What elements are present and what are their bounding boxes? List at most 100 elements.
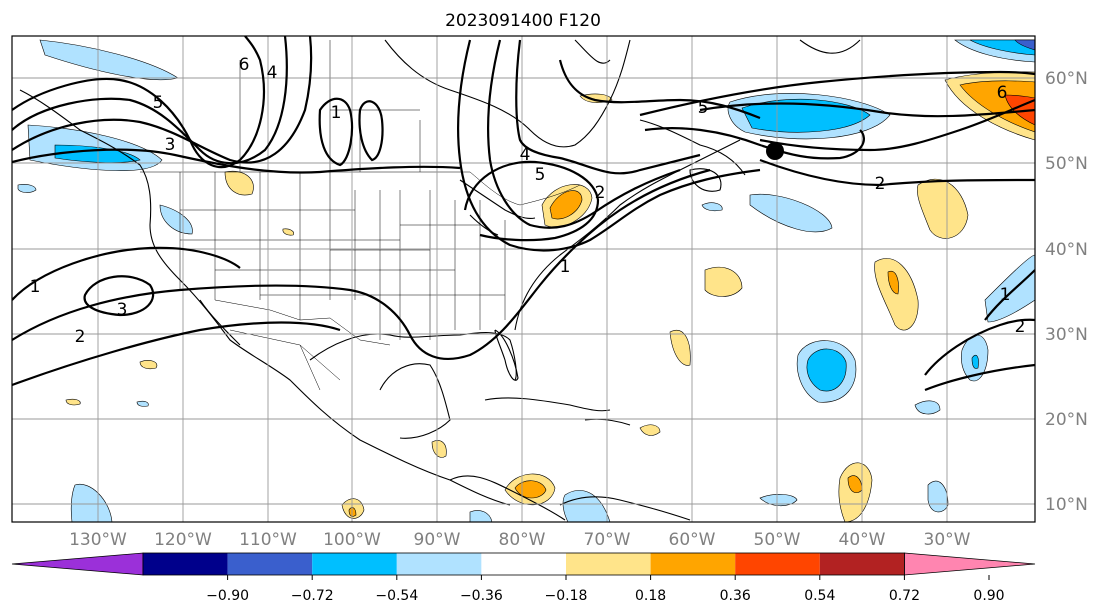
contours: [12, 36, 1035, 392]
lon-label: 110°W: [239, 530, 297, 550]
contour-label: 6: [997, 83, 1008, 103]
contour-label: 1: [560, 257, 571, 277]
colorbar-segment: [227, 553, 313, 575]
central-america: [449, 475, 566, 521]
anomaly-negative-light: [701, 202, 723, 212]
colorbar-tick-label: 0.90: [973, 588, 1004, 604]
contour-label: 2: [1015, 317, 1026, 337]
lon-label: 70°W: [584, 530, 631, 550]
lon-label: 50°W: [754, 530, 801, 550]
colorbar-tick-label: −0.36: [460, 588, 503, 604]
anomaly-negative-light: [562, 490, 611, 522]
anomaly-positive-mid: [549, 190, 583, 220]
contour-label: 1: [331, 103, 342, 123]
contour-line: [639, 70, 1035, 117]
contour-label: 1: [1000, 285, 1011, 305]
contour-label: 4: [520, 145, 531, 165]
anomaly-negative-light: [159, 204, 193, 235]
caribbean-cuba: [484, 397, 611, 412]
lat-label: 40°N: [1045, 240, 1088, 260]
anomaly-negative-strong: [806, 348, 847, 392]
shaded-anomalies: [17, 39, 1035, 522]
lat-label: 20°N: [1045, 410, 1088, 430]
lon-label: 100°W: [323, 530, 381, 550]
contour-line: [12, 148, 461, 174]
contour-line: [12, 246, 241, 301]
contour-label: 3: [165, 135, 176, 155]
anomaly-negative-strong: [741, 98, 871, 133]
contour-label: 3: [117, 300, 128, 320]
lon-label: 60°W: [669, 530, 716, 550]
contour-label: 2: [75, 327, 86, 347]
anomaly-positive-light: [874, 258, 919, 331]
anomaly-positive-mid: [959, 80, 1035, 133]
contour-label: 2: [875, 174, 886, 194]
contour-line: [759, 98, 1035, 152]
borders: [140, 40, 581, 391]
anomaly-positive-mid: [514, 480, 547, 499]
contour-line: [12, 36, 288, 165]
contour-line: [83, 275, 155, 317]
map-title: 2023091400 F120: [445, 11, 601, 31]
colorbar-tick-label: −0.18: [545, 588, 588, 604]
colorbar-extension-min: [11, 552, 144, 576]
anomaly-negative-light: [136, 400, 149, 407]
yucatan: [379, 363, 451, 439]
lat-label: 30°N: [1045, 325, 1088, 345]
contour-label: 4: [267, 63, 278, 83]
anomaly-positive-light: [431, 440, 447, 458]
colorbar-tick-label: 0.18: [635, 588, 666, 604]
colorbar-segment: [735, 553, 820, 575]
contour-line: [699, 102, 1035, 118]
us-mexico-border: [214, 299, 391, 346]
florida: [494, 329, 519, 381]
contour-line: [12, 168, 711, 360]
mexico-states: [229, 329, 341, 391]
west-coast: [19, 89, 511, 506]
coastlines: [19, 39, 861, 521]
colorbar-extension-max: [904, 552, 1036, 576]
anomaly-negative-light: [749, 193, 833, 233]
state-lines: [179, 172, 506, 340]
canada-provinces: [239, 40, 421, 172]
contour-label: 5: [698, 98, 709, 118]
lon-label: 40°W: [839, 530, 886, 550]
anomaly-positive-light: [65, 398, 81, 406]
anomaly-negative-light: [70, 483, 113, 522]
south-america: [559, 496, 691, 521]
east-coast: [514, 139, 741, 331]
lon-label: 130°W: [69, 530, 127, 550]
map-area: [12, 36, 1035, 522]
latitude-labels: 60°N 50°N 40°N 30°N 20°N 10°N: [1045, 69, 1088, 515]
lon-label: 30°W: [924, 530, 971, 550]
colorbar: [11, 552, 1036, 576]
colorbar-tick-label: 0.54: [804, 588, 835, 604]
anomaly-positive-light: [704, 266, 743, 297]
labrador: [639, 119, 746, 176]
contour-line: [463, 160, 600, 242]
colorbar-tick-label: −0.72: [291, 588, 334, 604]
anomaly-positive-light: [639, 424, 661, 436]
contour-line: [924, 363, 1035, 392]
contour-label: 5: [535, 165, 546, 185]
colorbar-segment: [312, 553, 397, 575]
hudson-bay: [384, 39, 631, 148]
contour-label: 2: [595, 183, 606, 203]
lon-label: 120°W: [154, 530, 212, 550]
lat-label: 50°N: [1045, 154, 1088, 174]
storm-center-dot: [766, 142, 784, 160]
greenland: [574, 39, 861, 64]
colorbar-segment: [650, 553, 736, 575]
contour-label: 6: [239, 55, 250, 75]
contour-line: [358, 100, 384, 162]
colorbar-tick-label: 0.72: [889, 588, 920, 604]
anomaly-negative-light: [17, 184, 37, 193]
contour-line: [515, 39, 701, 175]
colorbar-tick-label: −0.54: [375, 588, 418, 604]
lon-label: 80°W: [499, 530, 546, 550]
contour-line: [759, 158, 1035, 187]
contour-line: [12, 321, 341, 387]
colorbar-frame: [142, 552, 905, 576]
anomaly-positive-light: [669, 330, 691, 366]
